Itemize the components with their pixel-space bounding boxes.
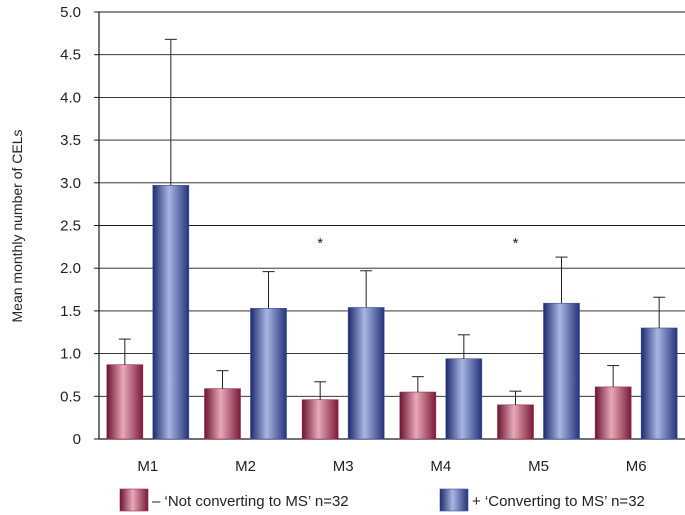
bar-converting-m5	[543, 302, 580, 440]
y-tick-label: 3.0	[60, 175, 81, 192]
bar-converting-m6	[640, 327, 678, 440]
x-tick-label: M4	[430, 458, 451, 475]
significance-marker: *	[317, 235, 323, 252]
x-tick-label: M1	[137, 458, 158, 475]
gridlines	[99, 11, 685, 397]
bar-converting-m1	[152, 185, 190, 440]
y-tick-label: 0	[73, 431, 81, 448]
y-tick-label: 2.5	[60, 218, 81, 235]
legend: – ‘Not converting to MS’ n=32 + ‘Converti…	[119, 488, 645, 512]
legend-swatch-converting	[439, 488, 469, 512]
y-tick-label: 4.5	[60, 47, 81, 64]
bar-converting-m3	[347, 307, 385, 440]
y-tick-label: 5.0	[60, 4, 81, 21]
legend-swatch-not-converting	[119, 488, 149, 512]
y-tick-label: 1.5	[60, 303, 81, 320]
bar-converting-m4	[445, 358, 483, 440]
bar-not-converting-m6	[594, 386, 632, 440]
y-tick-label: 2.0	[60, 260, 81, 277]
bar-not-converting-m4	[399, 391, 437, 440]
axes	[94, 11, 685, 440]
tick-labels: 0 0.5 1.0 1.5 2.0 2.5 3.0 3.5 4.0 4.5 5.0 M1 M2 M3 M4 M…	[60, 4, 646, 475]
y-tick-label: 4.0	[60, 89, 81, 106]
x-tick-label: M3	[333, 458, 354, 475]
bar-not-converting-m1	[106, 364, 144, 440]
y-tick-label: 3.5	[60, 132, 81, 149]
bars	[106, 38, 678, 440]
legend-label-converting: + ‘Converting to MS’ n=32	[472, 493, 645, 510]
y-tick-label: 1.0	[60, 346, 81, 363]
x-tick-label: M5	[528, 458, 549, 475]
significance-marker: *	[513, 235, 519, 252]
x-tick-label: M6	[626, 458, 647, 475]
y-axis-label: Mean monthly number of CELs	[9, 130, 25, 323]
legend-label-not-converting: – ‘Not converting to MS’ n=32	[152, 493, 349, 510]
bar-not-converting-m5	[497, 404, 534, 440]
x-tick-label: M2	[235, 458, 256, 475]
y-tick-label: 0.5	[60, 388, 81, 405]
bar-not-converting-m2	[204, 388, 241, 440]
bar-not-converting-m3	[301, 399, 339, 440]
bar-converting-m2	[250, 308, 287, 440]
